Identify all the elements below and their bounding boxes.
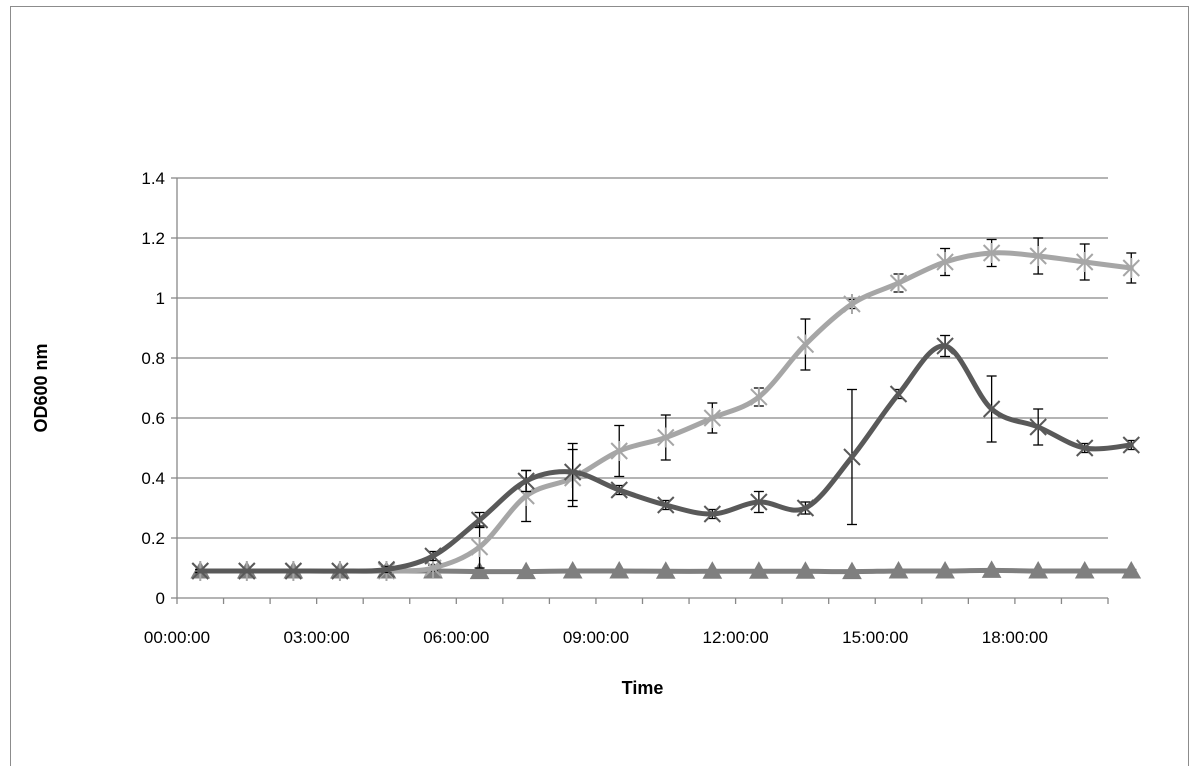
asterisk-marker [657, 427, 675, 448]
series-group [190, 237, 1142, 581]
x-tick-label: 15:00:00 [842, 628, 908, 647]
marker-stroke [750, 493, 768, 511]
x-tick-label: 09:00:00 [563, 628, 629, 647]
marker-stroke [331, 562, 349, 580]
marker-stroke [563, 463, 582, 481]
x-marker [982, 400, 1001, 418]
marker-stroke [843, 448, 861, 466]
x-marker [517, 472, 535, 490]
asterisk-marker [470, 537, 489, 557]
asterisk-marker [1029, 246, 1047, 266]
x-marker [238, 562, 256, 580]
marker-stroke [377, 560, 396, 579]
x-marker [796, 499, 815, 517]
y-tick-label: 1.2 [141, 229, 165, 248]
marker-stroke [238, 562, 256, 580]
y-tick-label: 0.6 [141, 409, 165, 428]
series-2 [191, 237, 1140, 581]
triangle-marker [935, 560, 955, 579]
asterisk-marker [796, 334, 815, 355]
asterisk-marker [610, 441, 628, 461]
x-marker [1076, 439, 1094, 457]
x-tick-label: 03:00:00 [284, 628, 350, 647]
y-tick-label: 0.2 [141, 529, 165, 548]
asterisk-marker [750, 387, 768, 407]
triangle-marker [1074, 560, 1095, 579]
x-marker [470, 511, 489, 529]
series-3 [190, 560, 1142, 580]
marker-stroke [936, 337, 954, 355]
y-tick-label: 0 [156, 589, 165, 608]
series-line [197, 343, 1134, 574]
y-tick-label: 0.4 [141, 469, 165, 488]
asterisk-marker [889, 273, 908, 293]
x-marker [1122, 436, 1140, 454]
triangle-marker [795, 561, 816, 579]
marker-stroke [889, 385, 908, 403]
x-marker [843, 448, 861, 466]
x-marker [889, 385, 908, 403]
x-tick-label: 12:00:00 [703, 628, 769, 647]
triangle-marker [1121, 560, 1142, 579]
y-tick-label: 1.4 [141, 169, 165, 188]
x-marker [936, 337, 954, 355]
marker-stroke [610, 481, 628, 499]
y-tick-label: 1 [156, 289, 165, 308]
triangle-marker [702, 561, 723, 579]
marker-stroke [982, 400, 1001, 418]
marker-stroke [657, 496, 675, 514]
x-tick-labels: 00:00:00 03:00:00 06:00:00 09:00:00 12:00:00… [144, 628, 1048, 647]
x-marker [331, 562, 349, 580]
marker-stroke [796, 499, 815, 517]
x-marker [424, 547, 442, 565]
x-marker [377, 560, 396, 579]
marker-stroke [1122, 436, 1140, 454]
x-marker [703, 505, 722, 523]
x-marker [1029, 418, 1047, 436]
asterisk-marker [843, 294, 861, 314]
triangle-marker [1028, 560, 1049, 579]
series-1 [191, 334, 1140, 580]
asterisk-marker [936, 252, 954, 272]
marker-stroke [284, 562, 303, 580]
chart-area [10, 6, 1189, 766]
y-tick-label: 0.8 [141, 349, 165, 368]
marker-stroke [424, 547, 442, 565]
y-tick-labels: 0 0.2 0.4 0.6 0.8 1 1.2 1.4 [141, 169, 165, 608]
triangle-marker [655, 561, 676, 579]
triangle-marker [888, 560, 909, 579]
marker-stroke [1029, 418, 1047, 436]
x-tick-label: 18:00:00 [982, 628, 1048, 647]
x-marker [610, 481, 628, 499]
x-marker [750, 493, 768, 511]
y-axis-title: OD600 nm [31, 343, 51, 432]
axes [171, 177, 1109, 604]
asterisk-marker [703, 408, 722, 428]
x-marker [284, 562, 303, 580]
triangle-marker [562, 560, 583, 579]
triangle-marker [981, 560, 1002, 578]
triangle-marker [469, 561, 490, 580]
x-marker [657, 496, 675, 514]
asterisk-marker [1076, 252, 1094, 272]
triangle-marker [516, 561, 536, 580]
marker-stroke [517, 472, 535, 490]
x-marker [563, 463, 582, 481]
marker-stroke [1076, 439, 1094, 457]
x-tick-label: 00:00:00 [144, 628, 210, 647]
triangle-marker [749, 561, 769, 579]
x-marker [191, 562, 209, 580]
x-tick-label: 06:00:00 [423, 628, 489, 647]
asterisk-marker [1122, 258, 1140, 278]
marker-stroke [470, 511, 489, 529]
marker-stroke [191, 562, 209, 580]
marker-stroke [703, 505, 722, 523]
asterisk-marker [982, 243, 1001, 263]
triangle-marker [842, 561, 862, 580]
gridlines [177, 177, 1108, 539]
triangle-marker [609, 560, 630, 579]
x-axis-title: Time [622, 678, 664, 698]
